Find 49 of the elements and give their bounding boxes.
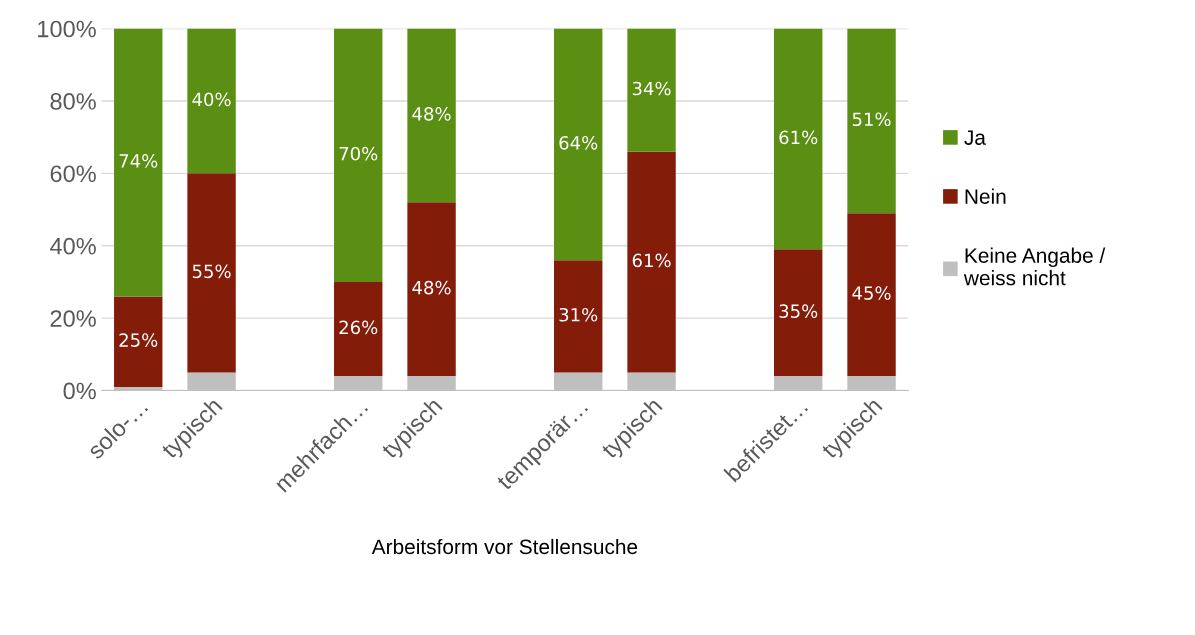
bar: [114, 296, 163, 387]
y-tick-label: 60%: [50, 165, 96, 183]
bar: [627, 28, 676, 152]
data-label: 26%: [339, 320, 378, 335]
data-label: 34%: [632, 81, 671, 96]
bar: [847, 376, 896, 391]
bar: [847, 28, 896, 214]
bar: [554, 28, 603, 261]
legend-label: Ja: [964, 130, 986, 145]
legend-label: Nein: [965, 188, 1006, 204]
data-label: 74%: [119, 154, 158, 168]
bar: [627, 372, 676, 391]
bar: [334, 28, 383, 282]
bar: [187, 372, 236, 391]
y-tick-label: 40%: [50, 237, 96, 255]
bar: [187, 173, 236, 373]
bar: [774, 28, 823, 250]
bar: [187, 28, 236, 174]
bar: [554, 260, 603, 373]
data-label: 51%: [852, 112, 891, 127]
bar: [847, 213, 896, 377]
data-label: 25%: [119, 333, 158, 347]
y-tick-label: 80%: [50, 93, 96, 110]
data-label: 45%: [852, 286, 891, 300]
bar: [334, 376, 383, 391]
legend-label: Keine Angabe / weiss nicht: [963, 247, 1106, 286]
data-label: 48%: [412, 107, 451, 121]
y-tick-label: 20%: [50, 310, 96, 327]
data-label: 61%: [779, 130, 818, 145]
x-axis-title: Arbeitsform vor Stellensuche: [371, 538, 638, 555]
bar: [407, 376, 456, 391]
data-label: 70%: [339, 146, 378, 161]
bar: [627, 151, 676, 373]
bar: [334, 281, 383, 377]
data-label: 61%: [632, 253, 671, 268]
data-label: 40%: [192, 92, 231, 107]
data-label: 64%: [559, 135, 598, 150]
data-label: 31%: [559, 307, 598, 322]
data-label: 55%: [192, 264, 231, 279]
bar: [407, 28, 456, 203]
data-label: 48%: [412, 280, 451, 295]
bar: [114, 28, 163, 297]
data-label: 35%: [779, 304, 818, 318]
bar: [774, 249, 823, 377]
bar: [554, 372, 603, 391]
y-tick-label: 0%: [63, 382, 96, 400]
y-tick-label: 100%: [38, 20, 96, 38]
bar: [407, 202, 456, 377]
bar: [774, 376, 823, 391]
